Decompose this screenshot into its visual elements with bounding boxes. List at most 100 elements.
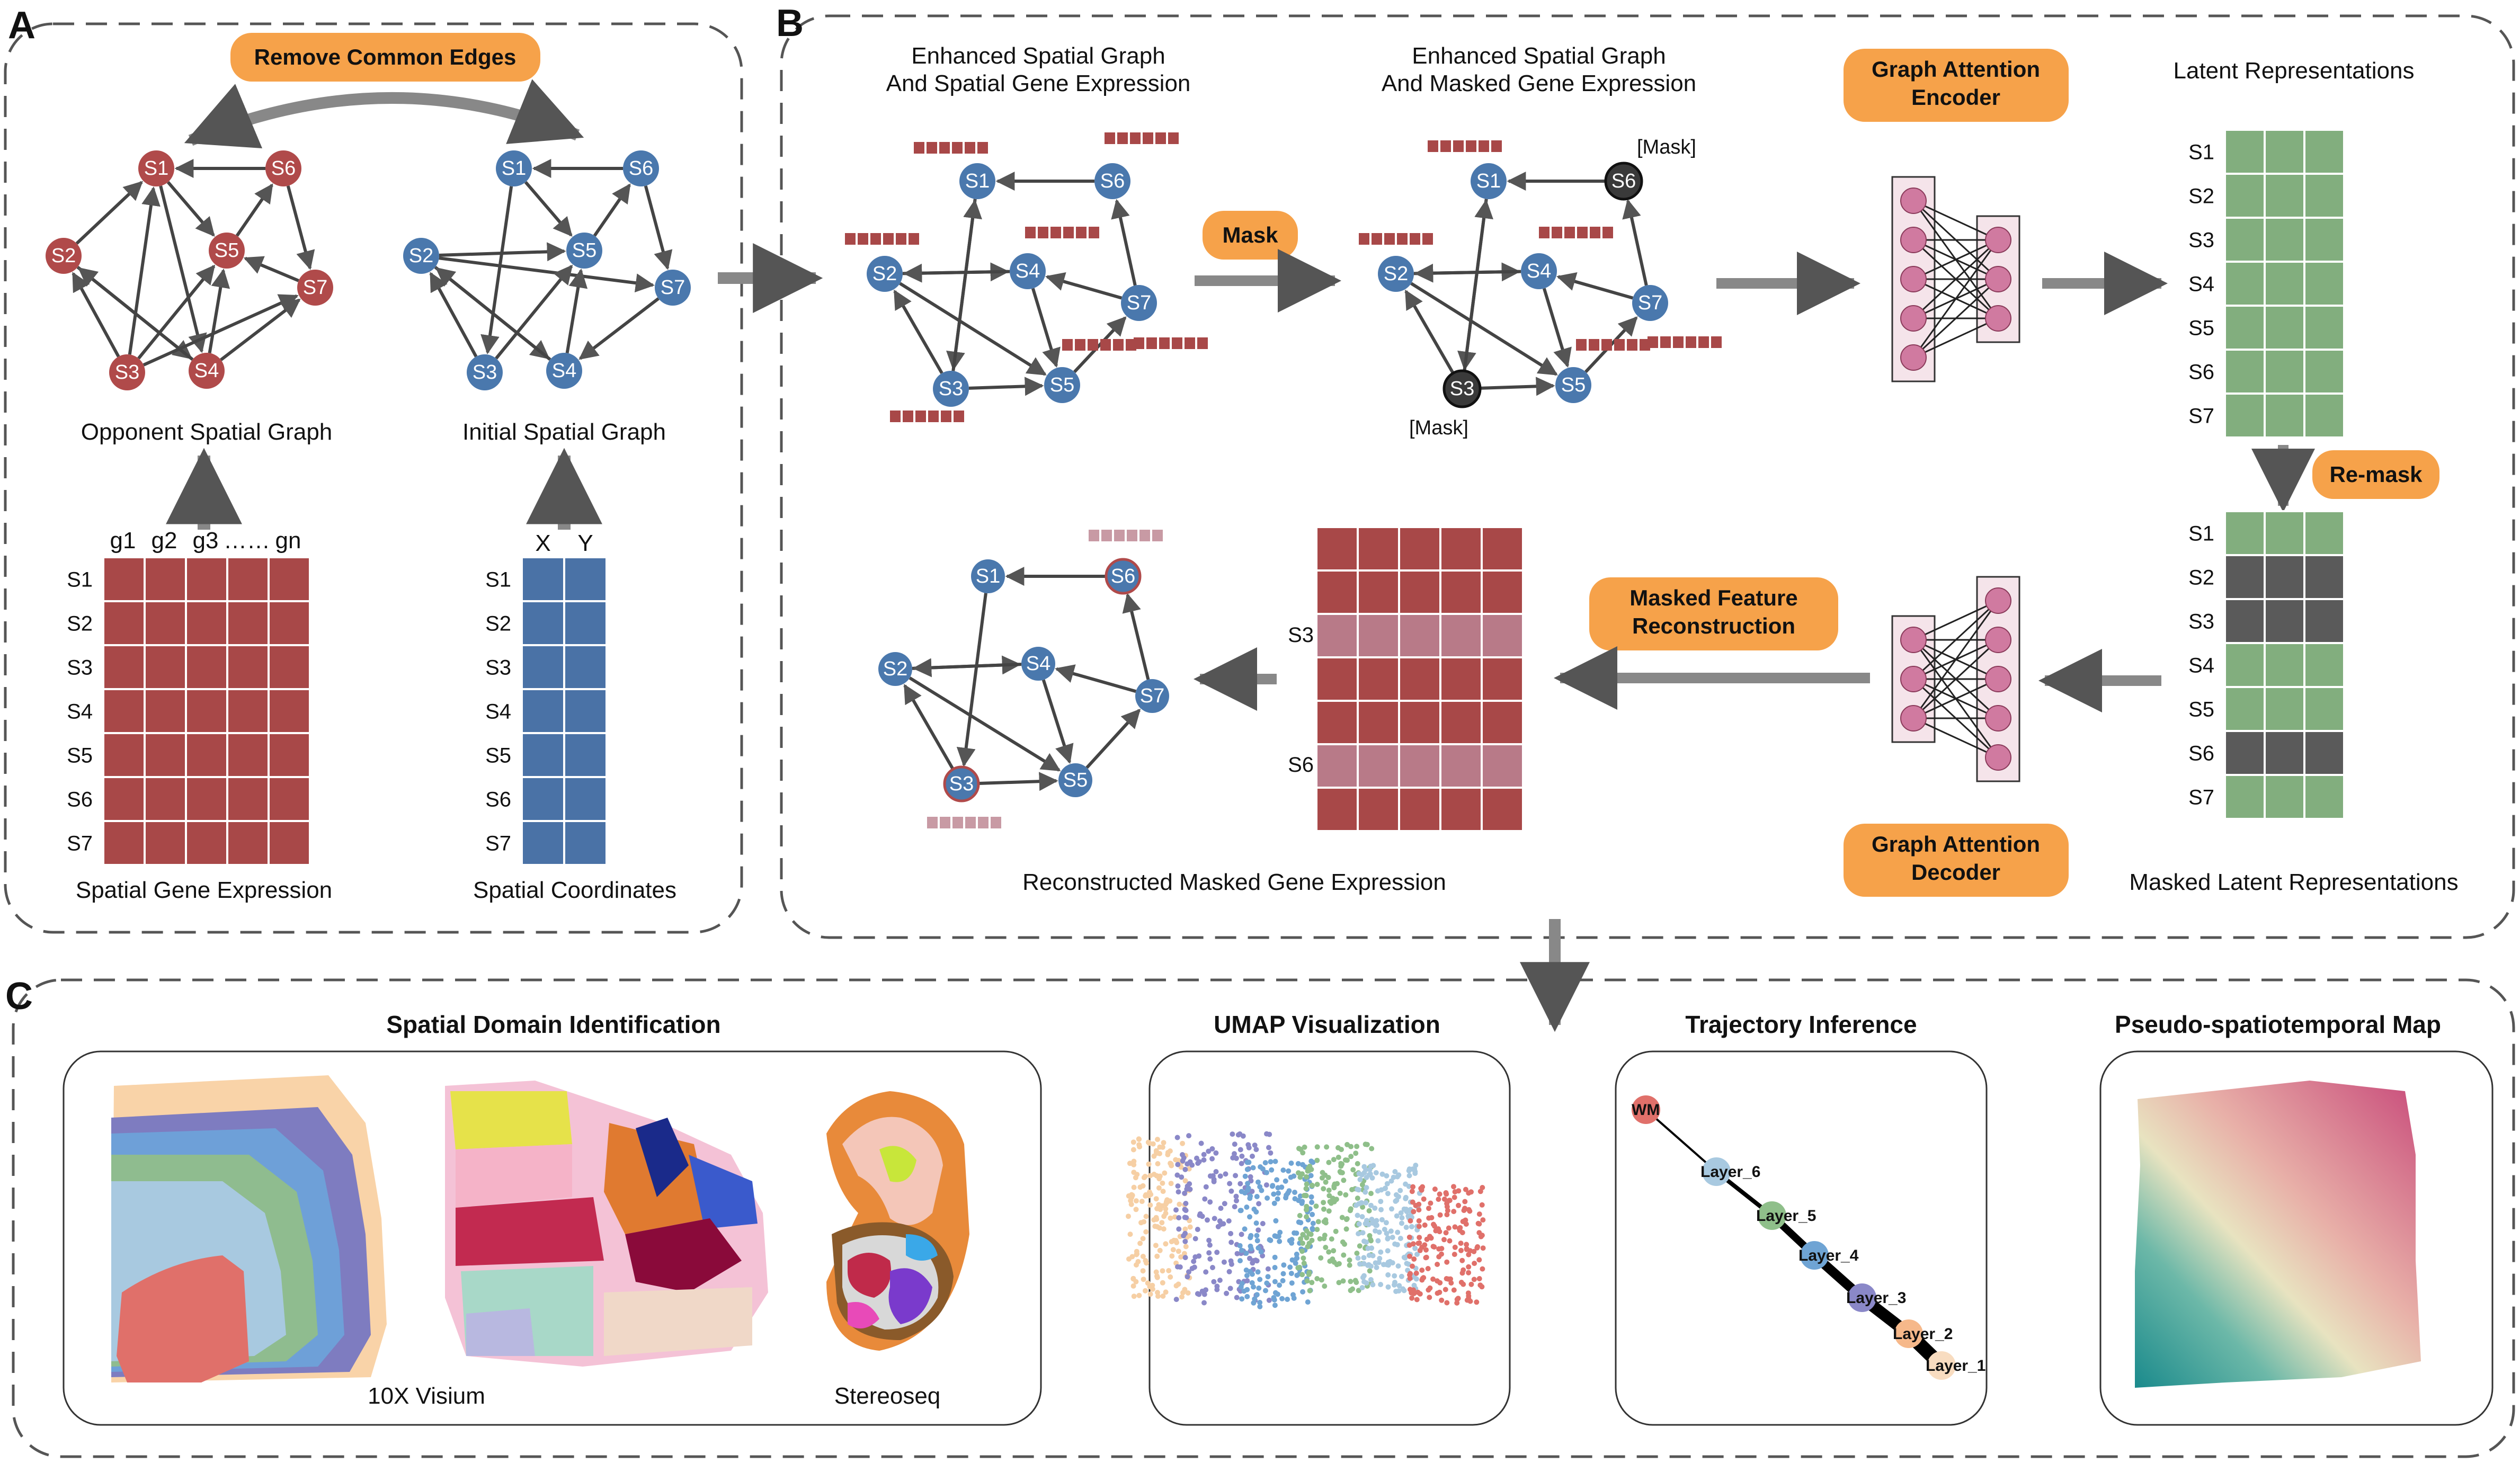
network-edge xyxy=(1913,200,1999,241)
umap-point xyxy=(1397,1188,1403,1193)
umap-point xyxy=(1254,1233,1260,1238)
graph-edge xyxy=(903,684,955,770)
trajectory-node xyxy=(1927,1351,1956,1380)
umap-point xyxy=(1364,1185,1369,1191)
umap-point xyxy=(1326,1249,1332,1255)
umap-point xyxy=(1361,1261,1367,1266)
umap-point xyxy=(1143,1258,1148,1263)
mask-tag-s6: [Mask] xyxy=(1637,136,1696,158)
umap-point xyxy=(1233,1193,1239,1199)
expression-bar-segment xyxy=(883,233,894,245)
umap-point xyxy=(1464,1242,1470,1247)
umap-point xyxy=(1248,1235,1253,1241)
umap-point xyxy=(1321,1186,1326,1192)
umap-point xyxy=(1251,1284,1257,1290)
umap-point xyxy=(1326,1159,1332,1165)
graph-edge xyxy=(72,272,120,358)
matrix-cell xyxy=(1398,743,1441,789)
umap-point xyxy=(1143,1229,1149,1235)
umap-point xyxy=(1466,1190,1472,1196)
umap-point xyxy=(1357,1261,1363,1267)
umap-point xyxy=(1356,1288,1361,1293)
matrix-row-label: S1 xyxy=(2188,141,2214,164)
matrix-row-label: S5 xyxy=(2188,698,2214,721)
network-edge xyxy=(1912,600,1999,719)
umap-point xyxy=(1243,1267,1249,1273)
umap-point xyxy=(1195,1227,1200,1232)
umap-point xyxy=(1417,1235,1422,1241)
umap-point xyxy=(1437,1191,1442,1197)
umap-point xyxy=(1370,1282,1376,1288)
network-edge xyxy=(1912,600,1999,680)
graph-node xyxy=(467,354,503,390)
umap-point xyxy=(1337,1190,1343,1196)
matrix-cell xyxy=(521,556,565,602)
recon-row-s6: S6 xyxy=(1288,753,1314,777)
trajectory-node-label: Layer_5 xyxy=(1756,1207,1816,1225)
expression-bar-segment xyxy=(1155,132,1166,144)
matrix-cell xyxy=(563,600,608,646)
umap-point xyxy=(1444,1204,1450,1210)
matrix-cell xyxy=(1481,613,1524,658)
gene-header: …… xyxy=(224,528,270,554)
umap-point xyxy=(1462,1199,1468,1205)
umap-point xyxy=(1279,1296,1285,1301)
matrix-cell xyxy=(1481,787,1524,832)
umap-point xyxy=(1355,1255,1361,1261)
matrix-cell xyxy=(102,732,146,778)
umap-point xyxy=(1300,1289,1306,1295)
umap-point xyxy=(1168,1274,1173,1280)
matrix-cell xyxy=(2264,217,2305,263)
umap-point xyxy=(1462,1218,1467,1224)
umap-point xyxy=(1475,1220,1481,1226)
neuron xyxy=(1985,627,2011,653)
node-label: S7 xyxy=(303,276,327,299)
umap-point xyxy=(1454,1300,1460,1306)
umap-point xyxy=(1244,1273,1250,1279)
gene-header: g2 xyxy=(152,528,177,554)
node-label: S2 xyxy=(1384,263,1408,285)
umap-point xyxy=(1234,1295,1240,1300)
matrix-cell xyxy=(2224,642,2266,688)
expression-bar-segment xyxy=(1466,140,1476,152)
neuron xyxy=(1900,188,1927,214)
node-label: S2 xyxy=(872,263,897,285)
expression-bar-segment xyxy=(927,142,937,154)
umap-point xyxy=(1180,1140,1186,1146)
matrix-cell xyxy=(2303,554,2345,600)
expression-bar-segment xyxy=(1089,227,1099,238)
umap-point xyxy=(1223,1171,1228,1177)
umap-point xyxy=(1131,1184,1137,1190)
umap-point xyxy=(1185,1161,1190,1167)
enhanced-spatial-graph: S1 S2 S3 S4 S5 S6 S7 xyxy=(845,132,1208,422)
umap-point xyxy=(1146,1161,1152,1167)
graph-edge xyxy=(1414,263,1521,283)
expression-bar-segment xyxy=(1627,339,1637,351)
umap-point xyxy=(1405,1213,1411,1219)
umap-point xyxy=(1206,1148,1212,1154)
graph-edge xyxy=(1404,289,1455,374)
matrix-row-label: S6 xyxy=(67,788,93,811)
graph-edge xyxy=(1122,593,1150,680)
umap-point xyxy=(1379,1171,1385,1177)
matrix-row-label: S2 xyxy=(2188,566,2214,590)
matrix-cell xyxy=(563,732,608,778)
graph-edge xyxy=(593,183,631,237)
umap-point xyxy=(1171,1237,1177,1243)
umap-point xyxy=(1360,1230,1366,1236)
node-label: S6 xyxy=(1611,170,1636,192)
umap-point xyxy=(1289,1280,1295,1286)
matrix-cell xyxy=(563,820,608,866)
umap-point xyxy=(1201,1157,1207,1163)
graph-edge xyxy=(1622,199,1648,286)
umap-point xyxy=(1372,1205,1378,1211)
umap-point xyxy=(1479,1202,1485,1208)
node-label: S7 xyxy=(661,276,685,299)
matrix-cell xyxy=(1357,700,1400,745)
matrix-row-label: S1 xyxy=(67,568,93,592)
expression-bar-segment xyxy=(1050,227,1061,238)
matrix-row-label: S7 xyxy=(2188,405,2214,428)
umap-point xyxy=(1226,1269,1232,1274)
umap-point xyxy=(1283,1178,1288,1184)
trajectory-node-label: Layer_6 xyxy=(1700,1163,1760,1181)
